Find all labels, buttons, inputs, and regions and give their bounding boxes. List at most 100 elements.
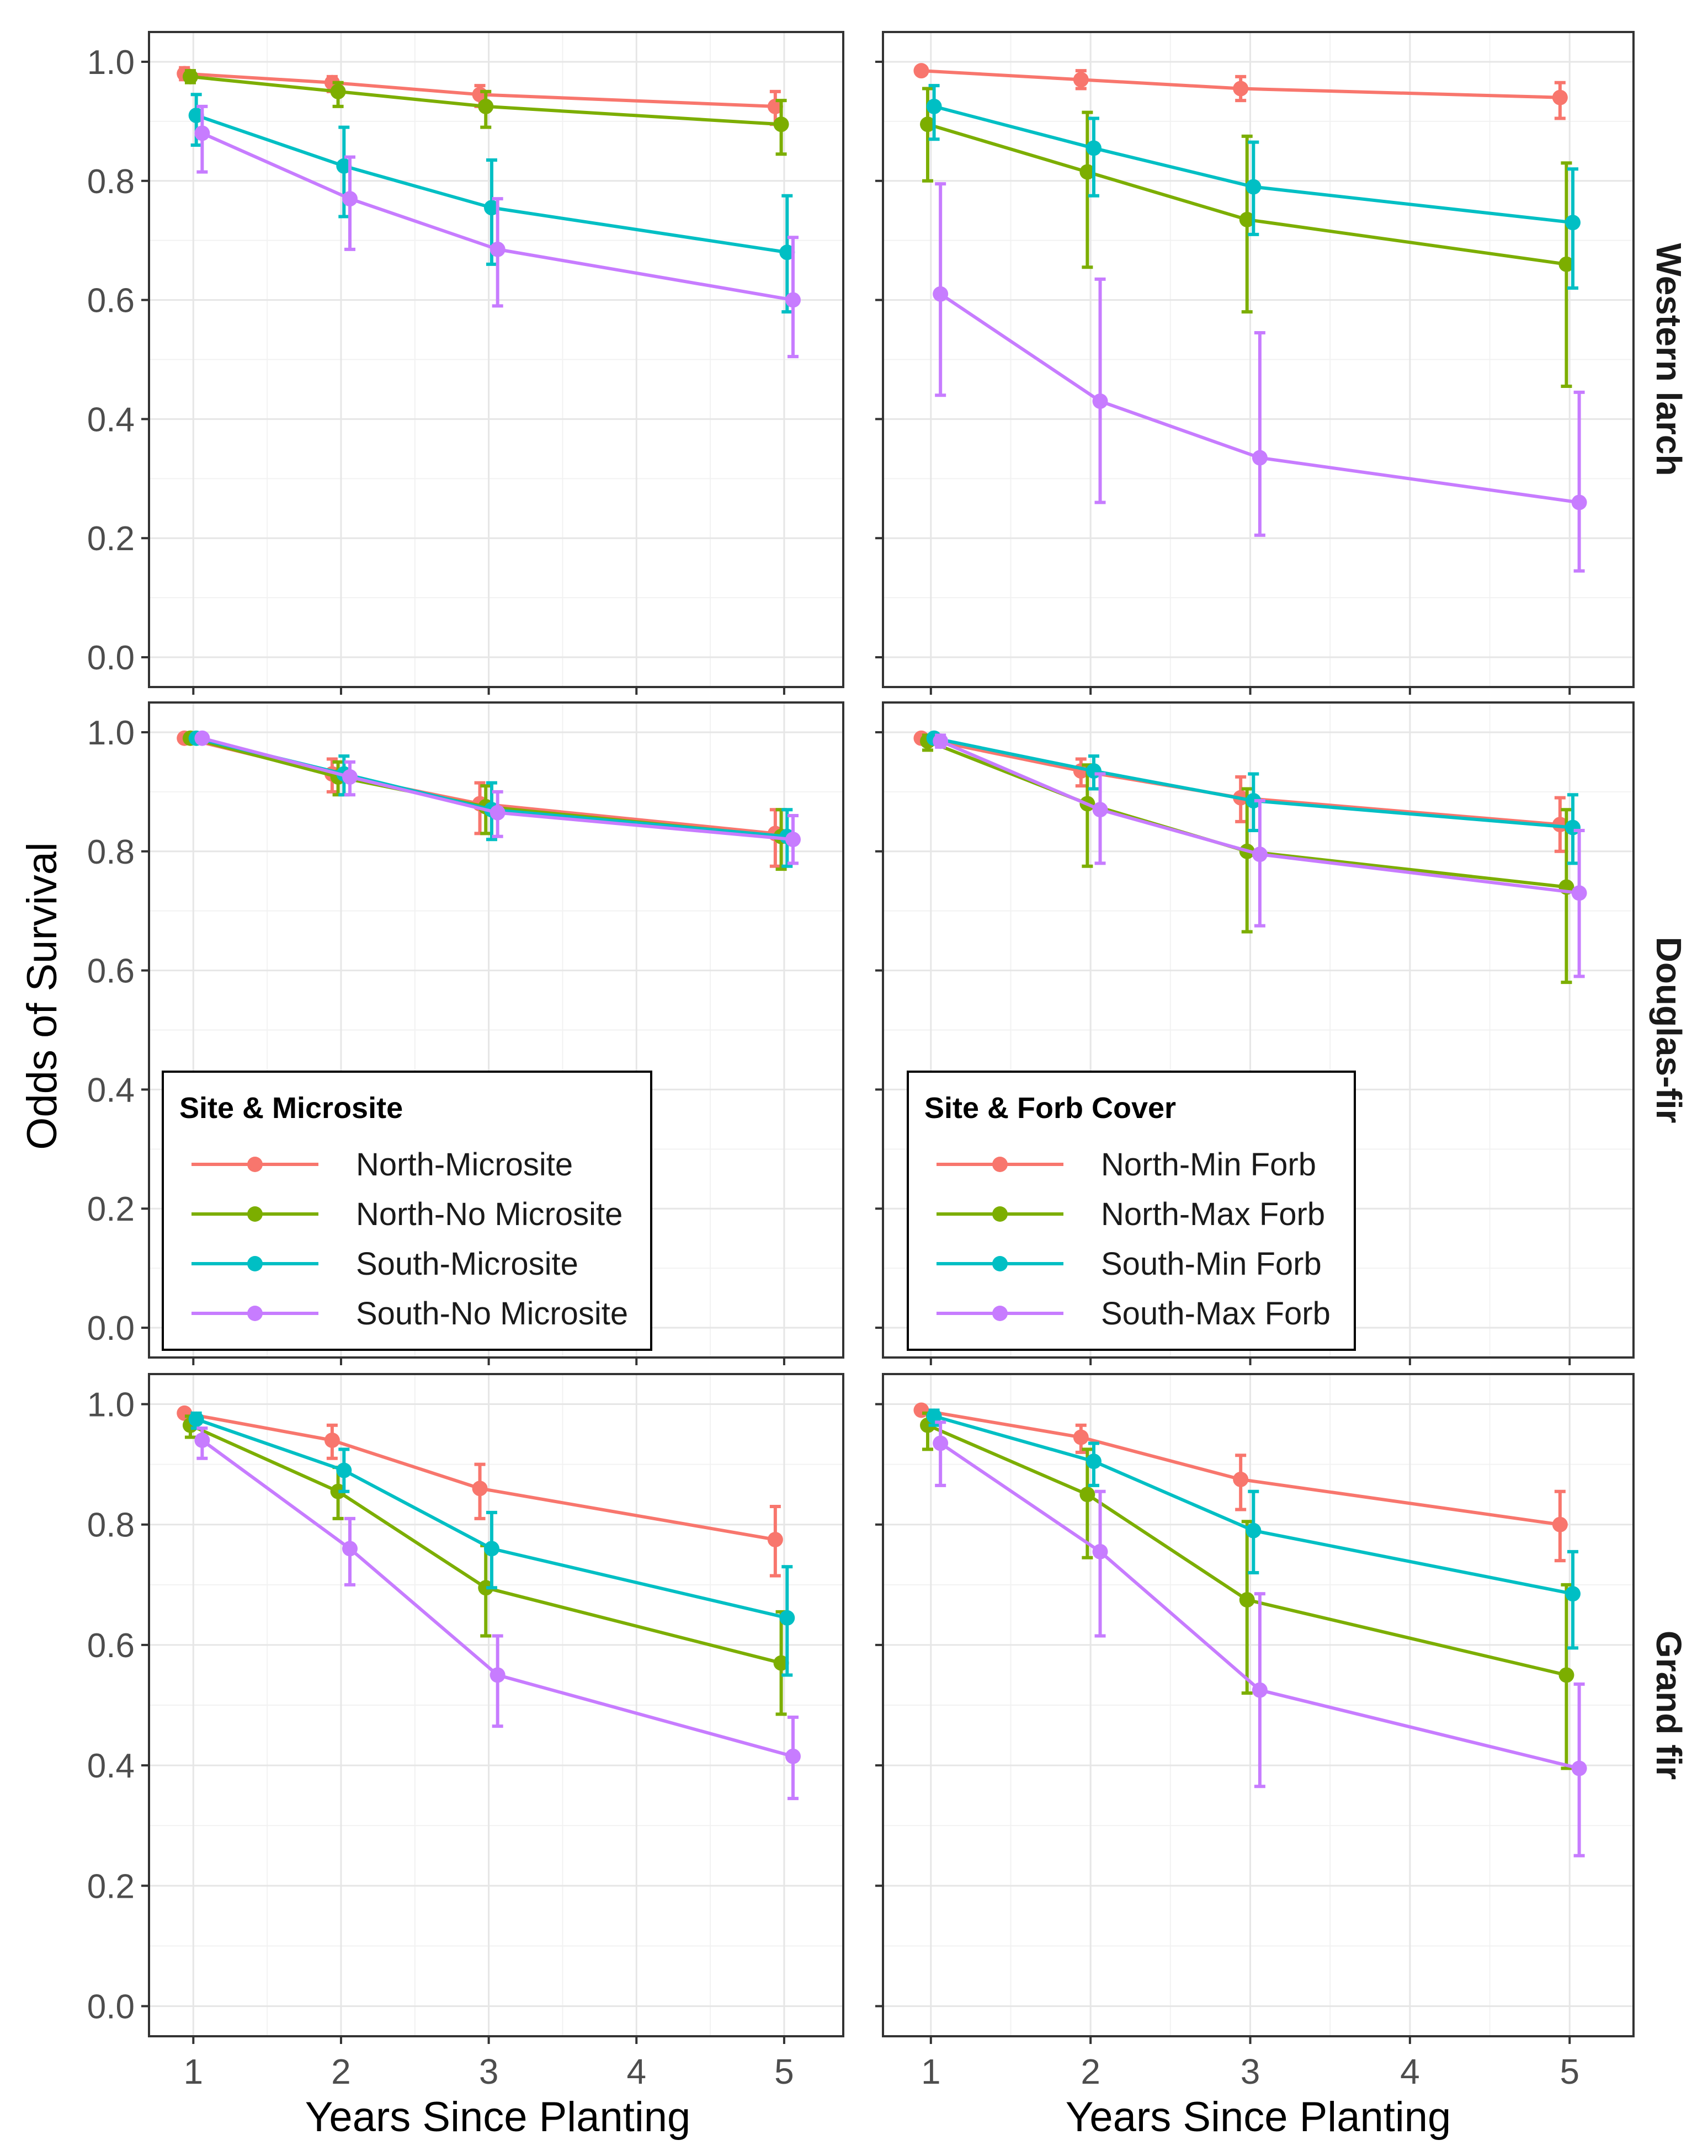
legend-2-entry-label: South-Max Forb	[1101, 1296, 1331, 1332]
panel-2-1-y-tick-label: 0.2	[87, 1190, 135, 1228]
panel-1-1-series-4-line	[201, 131, 794, 302]
legend-1-entry-label: North-No Microsite	[356, 1196, 622, 1232]
panel-2-1-series-4-line	[201, 736, 794, 842]
panel-3-1-series-2-line	[189, 1423, 782, 1665]
panel-3-2-series-3-point	[1086, 1454, 1102, 1470]
panel-1-2-series-2-point	[1079, 164, 1095, 180]
panel-3-1-series-1-point	[767, 1532, 783, 1547]
panel-1-2-series-2-line	[927, 123, 1567, 266]
panel-3-2-series-1-line	[920, 1408, 1561, 1526]
panel-2-2-series-4-point	[1252, 847, 1268, 863]
panel-3-2-series-3-point	[1246, 1522, 1262, 1539]
panel-1-2-series-3-line	[933, 104, 1573, 225]
panel-1-2-series-3-point	[926, 98, 942, 114]
panel-1-2-series-3-point	[1565, 215, 1581, 231]
panel-3-1-series-3	[188, 1411, 795, 1677]
legend-1-title: Site & Microsite	[179, 1092, 403, 1125]
panel-2-1-series-4-point	[342, 769, 358, 785]
panel-3-2-series-1-point	[1073, 1429, 1089, 1445]
panel-3-2-series-3-line	[933, 1414, 1573, 1596]
panel-3-2-series-3	[926, 1408, 1581, 1650]
panel-3-2-x-tick-label: 4	[1400, 2052, 1420, 2091]
panel-2-1-series-4-point	[785, 832, 801, 848]
panel-3-1-series-4-point	[342, 1541, 358, 1557]
panel-3-2-x-tick-label: 2	[1081, 2052, 1100, 2091]
panel-3-2-series-1-point	[1552, 1516, 1568, 1532]
panel-3-1-grid	[149, 1374, 843, 2036]
panel-3-2-border	[882, 1373, 1635, 2037]
panel-1-1-series-1-point	[767, 98, 783, 114]
panel-2-1-y-tick-label: 0.6	[87, 952, 135, 991]
legend-1: Site & Microsite North-Microsite North-No …	[162, 1071, 652, 1351]
panel-3-1-x-tick-label: 2	[331, 2052, 351, 2091]
panel-1-2-series-1-point	[913, 63, 929, 79]
panel-3-2-series-2-point	[1079, 1487, 1095, 1503]
panel-2-2-series-3-point	[1246, 793, 1262, 809]
panel-3-1-series-2-point	[773, 1655, 789, 1671]
panel-1-1-series-3-point	[188, 108, 204, 124]
panel-1-2-series-3-point	[1086, 140, 1102, 156]
panel-2-2-series-4-line	[939, 739, 1579, 895]
panel-2-1-y-tick-label: 1.0	[87, 714, 135, 752]
panel-3-1-x-tick-label: 1	[184, 2052, 204, 2091]
panel-2-1-y-tick-label: 0.0	[87, 1309, 135, 1348]
panel-1-2-series-2-point	[920, 116, 936, 132]
panel-3-1-series-4-point	[194, 1433, 210, 1448]
panel-3-1-y-tick-label: 0.2	[87, 1867, 135, 1905]
panel-1-1-series-3-line	[195, 114, 788, 254]
legend-2-entry-label: South-Min Forb	[1101, 1246, 1322, 1282]
panel-3-1-series-1	[177, 1405, 783, 1578]
panel-3-1-series-2	[182, 1414, 789, 1716]
panel-3-1-y-tick-label: 1.0	[87, 1386, 135, 1424]
panel-3-1-series-1-point	[472, 1481, 488, 1497]
panel-1-2-series-4-point	[933, 286, 949, 302]
legend-1-entry-label: South-Microsite	[356, 1246, 578, 1282]
panel-1-2-series-1-point	[1552, 89, 1568, 105]
panel-3-2: 1 2 3 4 5	[875, 1373, 1635, 2091]
panel-1-1-series-4-point	[785, 292, 801, 308]
panel-2-1-series-4-point	[194, 730, 210, 746]
panel-1-1-y-tick-label: 0.6	[87, 282, 135, 320]
panel-1-2-series-1-point	[1073, 72, 1089, 88]
legend-2-title: Site & Forb Cover	[924, 1092, 1176, 1125]
legend-2-entry-label: North-Max Forb	[1101, 1196, 1325, 1232]
panel-1-1-series-2	[182, 68, 789, 156]
panel-3-2-series-4-line	[939, 1441, 1580, 1770]
panel-3-1-y-tick-label: 0.8	[87, 1506, 135, 1545]
panel-1-2-series-1	[913, 63, 1568, 120]
panel-1-1-y-tick-label: 0.2	[87, 520, 135, 558]
panel-1-1-series-2-line	[190, 74, 781, 126]
panel-3-1-series-3-line	[195, 1417, 788, 1620]
panel-1-1-series-1-line	[184, 72, 775, 108]
legend-2-key-point	[992, 1306, 1008, 1321]
panel-3-1-series-4	[194, 1426, 801, 1801]
panel-3-1-series-2-point	[478, 1580, 494, 1596]
panel-1-2-series-3	[926, 84, 1581, 290]
panel-1-2-series-1-point	[1233, 81, 1249, 97]
strip-label-grand-fir: Grand fir	[1649, 1631, 1689, 1780]
x-axis-title-right: Years Since Planting	[1066, 2094, 1451, 2141]
panel-1-2-series-2-point	[1558, 256, 1574, 272]
legend-1-entry-label: South-No Microsite	[356, 1296, 628, 1332]
legend-2-box	[907, 1071, 1356, 1351]
panel-3-1-x-tick-label: 5	[774, 2052, 794, 2091]
panel-3-1-series-3-point	[483, 1541, 499, 1557]
panel-3-2-series-3-point	[926, 1408, 942, 1424]
panel-3-1-x-tick-label: 3	[479, 2052, 499, 2091]
panel-3-1-border	[148, 1373, 844, 2037]
panel-3-1: 0.0 0.2 0.4 0.6 0.8 1.0 1 2 3 4 5	[87, 1373, 844, 2091]
panel-1-2-series-1-line	[921, 69, 1560, 99]
panel-1-1-y-tick-label: 0.4	[87, 401, 135, 439]
x-axis-title-left: Years Since Planting	[305, 2094, 691, 2141]
panel-1-1-series-3-point	[336, 158, 352, 174]
panel-3-2-series-2-line	[927, 1423, 1567, 1677]
panel-1-1-y-tick-label: 1.0	[87, 44, 135, 82]
panel-3-2-series-4-point	[1571, 1760, 1587, 1776]
panel-3-2-series-2-point	[1558, 1667, 1574, 1683]
panel-1-2-series-4-line	[939, 292, 1580, 504]
panel-3-1-series-4-point	[785, 1748, 801, 1764]
panel-3-1-series-3-point	[336, 1462, 352, 1478]
panel-1-1-series-4-point	[342, 191, 358, 207]
legend-2-key-point	[992, 1256, 1008, 1271]
panel-1-1-series-2-point	[182, 68, 198, 84]
